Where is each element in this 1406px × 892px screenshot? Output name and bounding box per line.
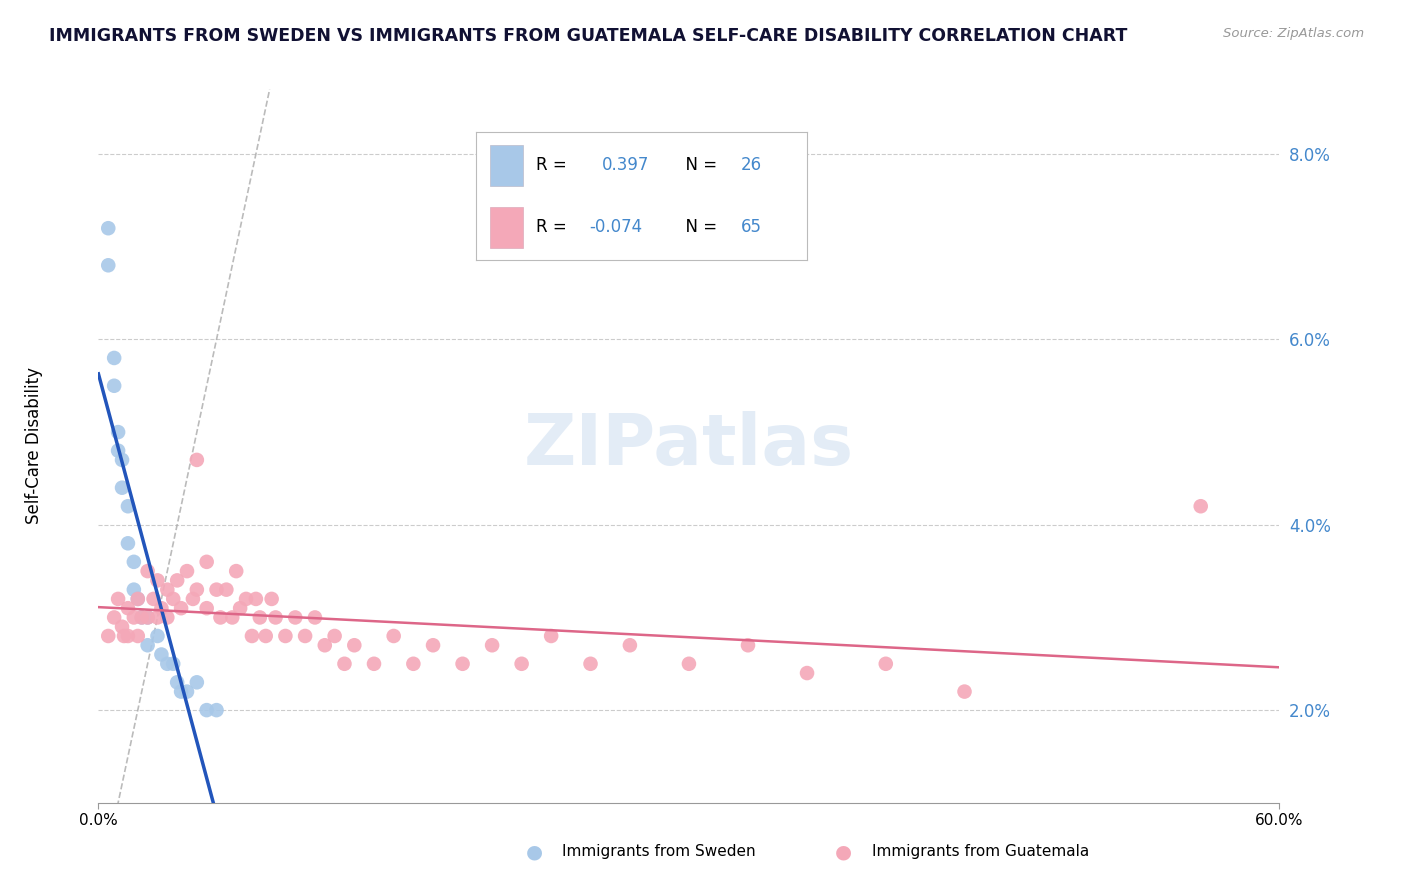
Point — [166, 675, 188, 690]
Point — [186, 582, 208, 597]
Point — [343, 638, 366, 652]
Point — [195, 601, 218, 615]
Point — [97, 221, 120, 235]
Text: Immigrants from Guatemala: Immigrants from Guatemala — [872, 845, 1090, 859]
Point — [170, 684, 193, 698]
Point — [97, 629, 120, 643]
Point — [162, 591, 184, 606]
Point — [294, 629, 316, 643]
Point — [117, 500, 139, 514]
Point — [136, 564, 159, 578]
Point — [136, 610, 159, 624]
Point — [875, 657, 897, 671]
Point — [156, 657, 179, 671]
Point — [579, 657, 602, 671]
Point — [953, 684, 976, 698]
Point — [103, 610, 125, 624]
Point — [131, 610, 153, 624]
Point — [678, 657, 700, 671]
Point — [221, 610, 243, 624]
Text: ●: ● — [835, 842, 852, 862]
Point — [122, 582, 145, 597]
Point — [156, 610, 179, 624]
Point — [245, 591, 267, 606]
Point — [146, 610, 169, 624]
Point — [136, 638, 159, 652]
Point — [107, 425, 129, 439]
Point — [402, 657, 425, 671]
Point — [264, 610, 287, 624]
Point — [737, 638, 759, 652]
Point — [97, 258, 120, 272]
Text: Immigrants from Sweden: Immigrants from Sweden — [562, 845, 756, 859]
Point — [304, 610, 326, 624]
Point — [510, 657, 533, 671]
Point — [127, 591, 149, 606]
Text: Source: ZipAtlas.com: Source: ZipAtlas.com — [1223, 27, 1364, 40]
Point — [254, 629, 277, 643]
Point — [112, 629, 135, 643]
Point — [422, 638, 444, 652]
Point — [136, 610, 159, 624]
Point — [127, 591, 149, 606]
Point — [209, 610, 232, 624]
Point — [382, 629, 405, 643]
Point — [225, 564, 247, 578]
Point — [162, 657, 184, 671]
Point — [111, 481, 134, 495]
Point — [103, 378, 125, 392]
Point — [122, 555, 145, 569]
Point — [103, 351, 125, 365]
Point — [323, 629, 346, 643]
Point — [146, 574, 169, 588]
Point — [205, 703, 228, 717]
Point — [274, 629, 297, 643]
Point — [142, 591, 165, 606]
Point — [229, 601, 252, 615]
Point — [796, 666, 818, 681]
Point — [122, 610, 145, 624]
Point — [186, 675, 208, 690]
Point — [127, 629, 149, 643]
Point — [117, 601, 139, 615]
Point — [240, 629, 263, 643]
Point — [195, 555, 218, 569]
Point — [215, 582, 238, 597]
Point — [150, 648, 173, 662]
Point — [131, 610, 153, 624]
Point — [363, 657, 385, 671]
Point — [176, 684, 198, 698]
Point — [166, 574, 188, 588]
Point — [107, 443, 129, 458]
Point — [314, 638, 336, 652]
Point — [619, 638, 641, 652]
Y-axis label: Self-Care Disability: Self-Care Disability — [25, 368, 42, 524]
Point — [1189, 500, 1212, 514]
Point — [333, 657, 356, 671]
Point — [260, 591, 283, 606]
Point — [181, 591, 204, 606]
Point — [170, 601, 193, 615]
Point — [111, 453, 134, 467]
Text: IMMIGRANTS FROM SWEDEN VS IMMIGRANTS FROM GUATEMALA SELF-CARE DISABILITY CORRELA: IMMIGRANTS FROM SWEDEN VS IMMIGRANTS FRO… — [49, 27, 1128, 45]
Point — [451, 657, 474, 671]
Point — [111, 620, 134, 634]
Point — [150, 601, 173, 615]
Point — [117, 629, 139, 643]
Point — [146, 629, 169, 643]
Point — [205, 582, 228, 597]
Point — [107, 591, 129, 606]
Point — [540, 629, 562, 643]
Point — [481, 638, 503, 652]
Point — [176, 564, 198, 578]
Point — [284, 610, 307, 624]
Text: ZIPatlas: ZIPatlas — [524, 411, 853, 481]
Point — [249, 610, 271, 624]
Point — [186, 453, 208, 467]
Point — [156, 582, 179, 597]
Point — [117, 536, 139, 550]
Text: ●: ● — [526, 842, 543, 862]
Point — [235, 591, 257, 606]
Point — [195, 703, 218, 717]
